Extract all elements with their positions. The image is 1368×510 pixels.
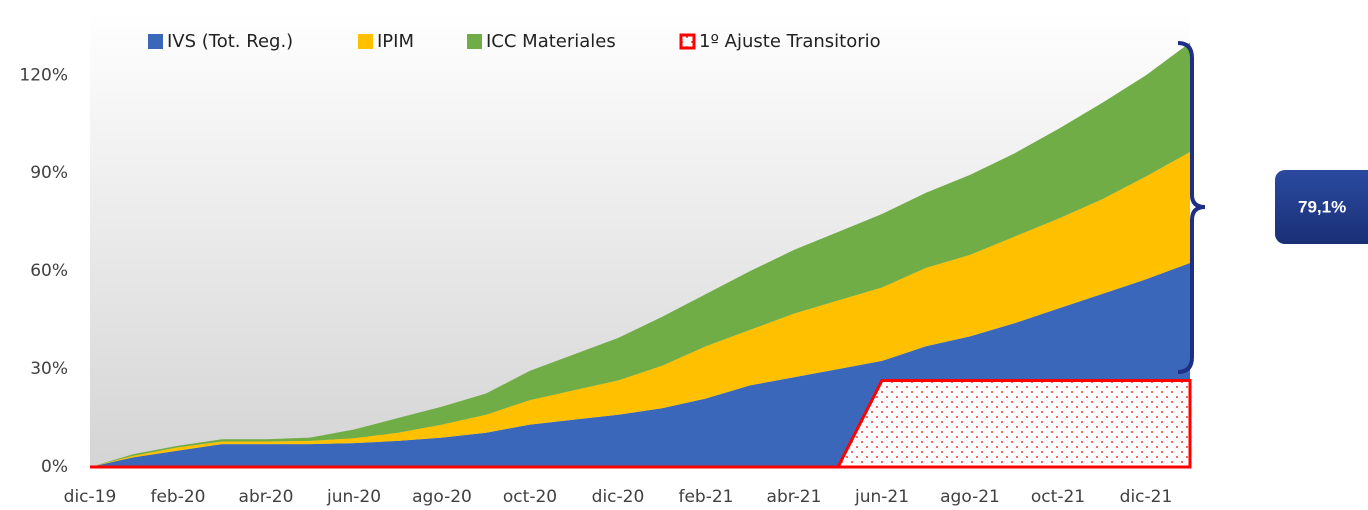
x-tick-label: abr-21 — [767, 487, 822, 507]
x-tick-label: feb-20 — [150, 487, 205, 507]
legend-swatch — [467, 34, 482, 49]
annotation: 79,1% — [1298, 197, 1346, 216]
x-tick-label: oct-21 — [1031, 487, 1085, 507]
y-tick-label: 120% — [19, 65, 68, 85]
y-tick-label: 90% — [30, 163, 68, 183]
y-tick-label: 60% — [30, 261, 68, 281]
legend-swatch — [679, 33, 696, 50]
brace — [1177, 41, 1206, 374]
callout-box — [1275, 170, 1368, 244]
x-tick-label: feb-21 — [678, 487, 733, 507]
overlay-area — [90, 378, 1192, 469]
legend-swatch — [148, 34, 163, 49]
legend-swatch — [358, 34, 373, 49]
x-tick-label: jun-21 — [854, 487, 909, 507]
legend-label: 1º Ajuste Transitorio — [699, 31, 881, 52]
area — [90, 42, 1190, 468]
x-tick-label: jun-20 — [326, 487, 381, 507]
x-tick-label: oct-20 — [503, 487, 557, 507]
x-tick-label: dic-19 — [64, 487, 117, 507]
x-tick-label: ago-21 — [940, 487, 1000, 507]
x-tick-label: ago-20 — [412, 487, 472, 507]
x-tick-label: dic-20 — [592, 487, 645, 507]
legend-label: ICC Materiales — [486, 31, 616, 52]
y-tick-label: 0% — [41, 457, 68, 477]
x-tick-label: abr-20 — [239, 487, 294, 507]
area — [90, 151, 1190, 467]
y-tick-label: 30% — [30, 359, 68, 379]
legend-label: IVS (Tot. Reg.) — [167, 31, 293, 52]
x-tick-label: dic-21 — [1120, 487, 1173, 507]
legend-label: IPIM — [377, 31, 414, 52]
